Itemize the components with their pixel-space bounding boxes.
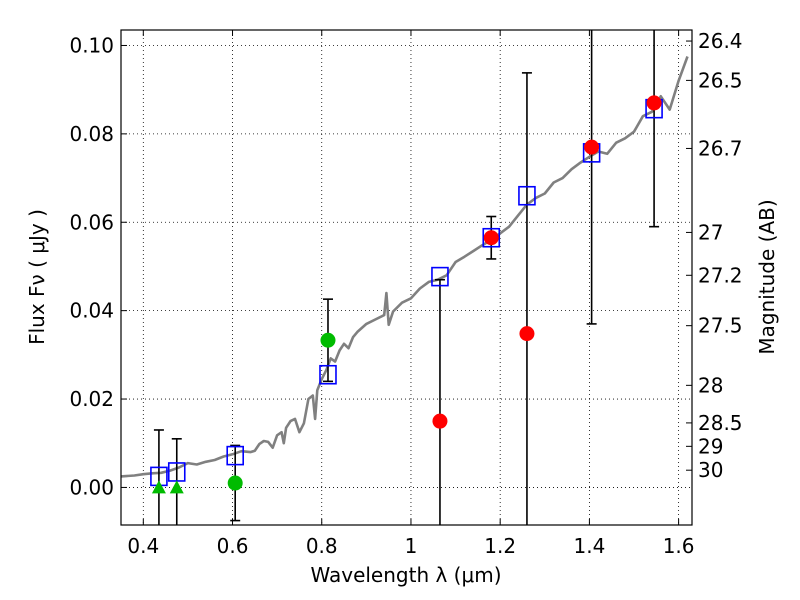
data-markers: [150, 95, 663, 494]
x-tick-label: 1.4: [573, 534, 605, 558]
red-point: [584, 139, 600, 155]
y-tick-label: 0.04: [69, 299, 114, 323]
model-square-marker: [518, 185, 536, 206]
green-point: [227, 475, 243, 491]
green-upper-limit-triangle: [169, 480, 184, 494]
mag-tick-label: 28.5: [698, 411, 743, 435]
mag-tick-label: 27.5: [698, 314, 743, 338]
mag-tick-label: 29: [698, 434, 723, 458]
grid: [121, 30, 692, 525]
red-point: [519, 326, 535, 342]
x-tick-label: 0.4: [127, 534, 159, 558]
mag-tick-label: 26.4: [698, 29, 743, 53]
y-axis-label: Flux Fν ( μJy ): [25, 209, 49, 345]
mag-tick-label: 30: [698, 458, 723, 482]
red-point: [432, 413, 448, 429]
mag-tick-label: 26.5: [698, 68, 743, 92]
model-square-marker: [319, 364, 337, 385]
x-axis-label: Wavelength λ (μm): [310, 563, 501, 587]
y-tick-label: 0.08: [69, 122, 114, 146]
y-tick-label: 0.06: [69, 210, 114, 234]
red-point: [483, 230, 499, 246]
mag-tick-label: 27.2: [698, 263, 743, 287]
x-tick-label: 1: [405, 534, 418, 558]
green-point: [320, 332, 336, 348]
tick-labels: 0.4 0.6 0.8 1 1.2 1.4 1.6 0.00 0.02 0.04 0.06 0.08 0…: [69, 29, 742, 558]
x-tick-label: 1.6: [663, 534, 695, 558]
green-upper-limit-triangle: [151, 480, 166, 494]
y-tick-label: 0.00: [69, 475, 114, 499]
y-tick-label: 0.10: [69, 33, 114, 57]
x-tick-label: 1.2: [484, 534, 516, 558]
mag-tick-label: 28: [698, 373, 723, 397]
mag-tick-label: 26.7: [698, 136, 743, 160]
error-bars: [153, 30, 660, 525]
ticks: [121, 30, 692, 525]
model-square-marker: [431, 266, 449, 287]
mag-tick-label: 27: [698, 220, 723, 244]
x-tick-label: 0.6: [217, 534, 249, 558]
y-tick-label: 0.02: [69, 387, 114, 411]
model-square-marker: [226, 445, 244, 466]
x-tick-label: 0.8: [306, 534, 338, 558]
red-point: [646, 95, 662, 111]
model-square-marker: [482, 227, 501, 248]
plot-frame: [120, 29, 693, 526]
right-axis-label: Magnitude (AB): [755, 199, 779, 354]
